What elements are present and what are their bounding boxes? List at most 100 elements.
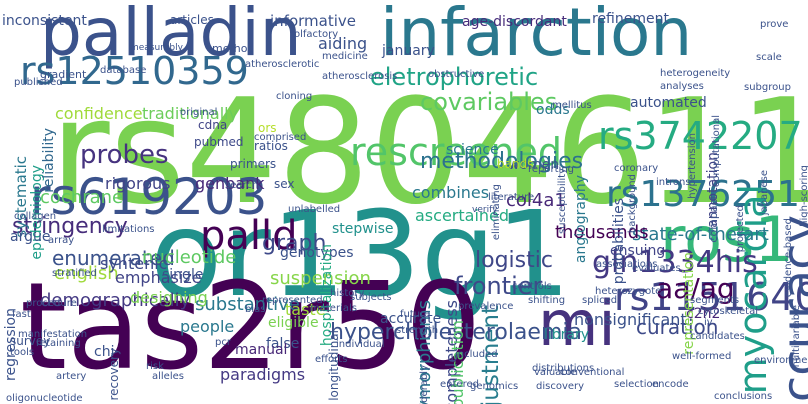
- word: bias: [245, 304, 266, 315]
- word: thousands: [555, 222, 649, 243]
- word: procedure: [26, 298, 77, 309]
- word: probabilities: [611, 198, 627, 285]
- word: rs1376251: [606, 174, 800, 215]
- word: cochrane: [40, 187, 124, 208]
- word: literature: [488, 192, 535, 203]
- word: comprised: [254, 132, 307, 143]
- word: nucleotide: [142, 247, 237, 268]
- word: publication: [448, 320, 467, 404]
- word: olfactory: [294, 29, 339, 40]
- word: palladin: [40, 0, 302, 71]
- word: cytoskeletal: [698, 306, 759, 317]
- word: probes: [80, 140, 169, 170]
- word: oligonucleotide: [6, 393, 83, 404]
- word: aa/ag: [656, 272, 735, 305]
- word: stepwise: [332, 221, 394, 237]
- word: measurably: [130, 43, 183, 53]
- word: systematic: [12, 156, 30, 238]
- word: efforts: [315, 354, 348, 365]
- word: conventional: [560, 367, 625, 378]
- word: traditionally: [142, 104, 239, 123]
- word: distributions: [532, 363, 595, 374]
- word: reporting: [528, 164, 575, 175]
- word: cloning: [276, 91, 313, 102]
- word: informative: [270, 12, 356, 30]
- word: considerably: [419, 365, 430, 404]
- word: rs1151640: [614, 275, 808, 319]
- word: individual: [336, 339, 385, 350]
- word: recovery: [107, 348, 121, 401]
- word: methodologies: [420, 149, 584, 174]
- word: method: [212, 42, 255, 55]
- word: segments: [690, 295, 740, 306]
- word: refinement: [592, 11, 669, 27]
- word: single: [162, 267, 204, 283]
- word: angiography: [573, 175, 589, 264]
- word: cdna: [198, 118, 228, 132]
- word: syntenic: [100, 254, 168, 273]
- word: subgroup: [744, 82, 791, 93]
- word: hypercholesterolaemia: [330, 320, 582, 345]
- word: conclusions: [714, 391, 773, 402]
- word: medicine: [322, 51, 368, 62]
- word: automated: [630, 95, 707, 111]
- word: false: [266, 336, 300, 352]
- word: hypertension: [687, 133, 698, 199]
- word: limitations: [102, 224, 155, 235]
- word: array: [48, 235, 75, 246]
- word: published: [14, 77, 63, 88]
- word: primers: [230, 157, 277, 171]
- word: designing: [130, 288, 208, 307]
- word: entered: [440, 379, 479, 390]
- word: discovery: [536, 381, 585, 392]
- word: confidence: [55, 104, 143, 123]
- word: gln1334his: [592, 245, 758, 280]
- word: verify: [472, 205, 498, 215]
- word: tools: [10, 347, 35, 358]
- word: graph: [262, 231, 327, 256]
- word: articles: [170, 13, 214, 27]
- word: stringency: [12, 214, 128, 239]
- word: enumerated: [52, 246, 175, 270]
- word: subjects: [350, 292, 392, 303]
- word: alleles: [152, 371, 184, 382]
- word: covariables: [420, 88, 558, 116]
- word: genbank: [195, 174, 265, 193]
- word: history: [330, 288, 365, 299]
- word: shifting: [528, 295, 566, 306]
- word: infarction: [380, 0, 693, 71]
- word: c2h2: [686, 306, 721, 322]
- word: susceptibility: [557, 168, 568, 234]
- word: ratios: [254, 139, 288, 153]
- word: accurate: [380, 311, 442, 327]
- word: obstructive: [428, 69, 485, 80]
- word: argue: [10, 229, 51, 245]
- word: japanese: [759, 170, 770, 216]
- word: eligible: [268, 315, 319, 331]
- word: rs12510359: [20, 49, 249, 93]
- word: environmental: [754, 355, 808, 366]
- word: search: [225, 180, 259, 191]
- word: analyses: [660, 81, 704, 92]
- word: taste: [285, 300, 326, 319]
- word: evaluates: [632, 263, 681, 274]
- word: risk: [146, 361, 164, 372]
- word: odds: [536, 102, 570, 118]
- word: collagen: [14, 211, 57, 222]
- word: computational: [711, 115, 722, 188]
- word: age-discordant: [462, 14, 567, 30]
- word: iv: [704, 317, 713, 328]
- word: eletrophoretic: [370, 63, 539, 91]
- word: stratified: [52, 268, 97, 279]
- word: english: [54, 263, 119, 284]
- word: people: [180, 317, 235, 336]
- word: candidates: [690, 331, 745, 342]
- word: emphasize: [115, 268, 202, 287]
- word: paradigms: [220, 365, 306, 384]
- word: mellitus: [552, 100, 592, 111]
- word: encode: [652, 379, 689, 390]
- word: prove: [760, 19, 789, 30]
- word: coronary: [614, 163, 659, 174]
- word: atherosclerosis: [322, 71, 398, 82]
- word: high-scoring: [799, 165, 808, 227]
